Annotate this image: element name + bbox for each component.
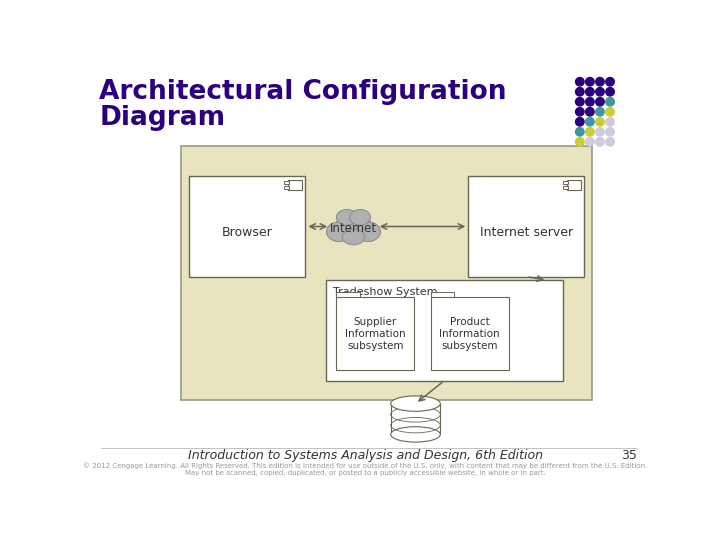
Text: Introduction to Systems Analysis and Design, 6th Edition: Introduction to Systems Analysis and Des… [188,449,543,462]
Ellipse shape [391,427,441,442]
Circle shape [595,107,604,116]
FancyBboxPatch shape [326,280,563,381]
Text: Diagram: Diagram [99,105,225,131]
Circle shape [595,78,604,86]
Text: 35: 35 [621,449,636,462]
Circle shape [606,98,614,106]
Circle shape [595,118,604,126]
Circle shape [575,118,584,126]
Circle shape [575,98,584,106]
Circle shape [606,107,614,116]
Circle shape [585,107,594,116]
Ellipse shape [349,210,371,225]
Text: Supplier
Information
subsystem: Supplier Information subsystem [345,318,405,350]
Circle shape [585,127,594,136]
Circle shape [575,127,584,136]
FancyBboxPatch shape [189,177,305,276]
Circle shape [585,78,594,86]
FancyBboxPatch shape [563,186,568,189]
Ellipse shape [391,396,441,411]
FancyBboxPatch shape [284,181,289,184]
Circle shape [606,87,614,96]
Ellipse shape [326,222,351,241]
FancyBboxPatch shape [289,179,302,190]
Text: Tradeshow System: Tradeshow System [333,287,437,296]
FancyBboxPatch shape [468,177,585,276]
FancyBboxPatch shape [336,298,414,370]
FancyBboxPatch shape [431,292,454,298]
Text: Internet server: Internet server [480,226,573,239]
Circle shape [575,138,584,146]
Circle shape [585,138,594,146]
Circle shape [585,98,594,106]
Ellipse shape [336,210,357,225]
Circle shape [606,78,614,86]
Ellipse shape [336,214,372,239]
FancyBboxPatch shape [284,186,289,189]
Circle shape [595,87,604,96]
Circle shape [606,138,614,146]
FancyBboxPatch shape [336,292,360,298]
FancyBboxPatch shape [567,179,581,190]
Text: © 2012 Cengage Learning. All Rights Reserved. This edition is intended for use o: © 2012 Cengage Learning. All Rights Rese… [83,462,647,476]
Circle shape [595,127,604,136]
Ellipse shape [342,229,365,245]
Text: Product
Information
subsystem: Product Information subsystem [439,318,500,350]
Circle shape [575,78,584,86]
Text: Architectural Configuration: Architectural Configuration [99,79,507,105]
Ellipse shape [356,222,380,241]
Text: Browser: Browser [222,226,273,239]
Circle shape [595,98,604,106]
Text: Internet: Internet [330,221,377,234]
Polygon shape [391,403,441,434]
FancyBboxPatch shape [563,181,568,184]
Circle shape [585,87,594,96]
FancyBboxPatch shape [181,146,593,400]
Circle shape [575,87,584,96]
Circle shape [595,138,604,146]
FancyBboxPatch shape [431,298,508,370]
Circle shape [606,127,614,136]
Circle shape [606,118,614,126]
Circle shape [585,118,594,126]
Circle shape [575,107,584,116]
